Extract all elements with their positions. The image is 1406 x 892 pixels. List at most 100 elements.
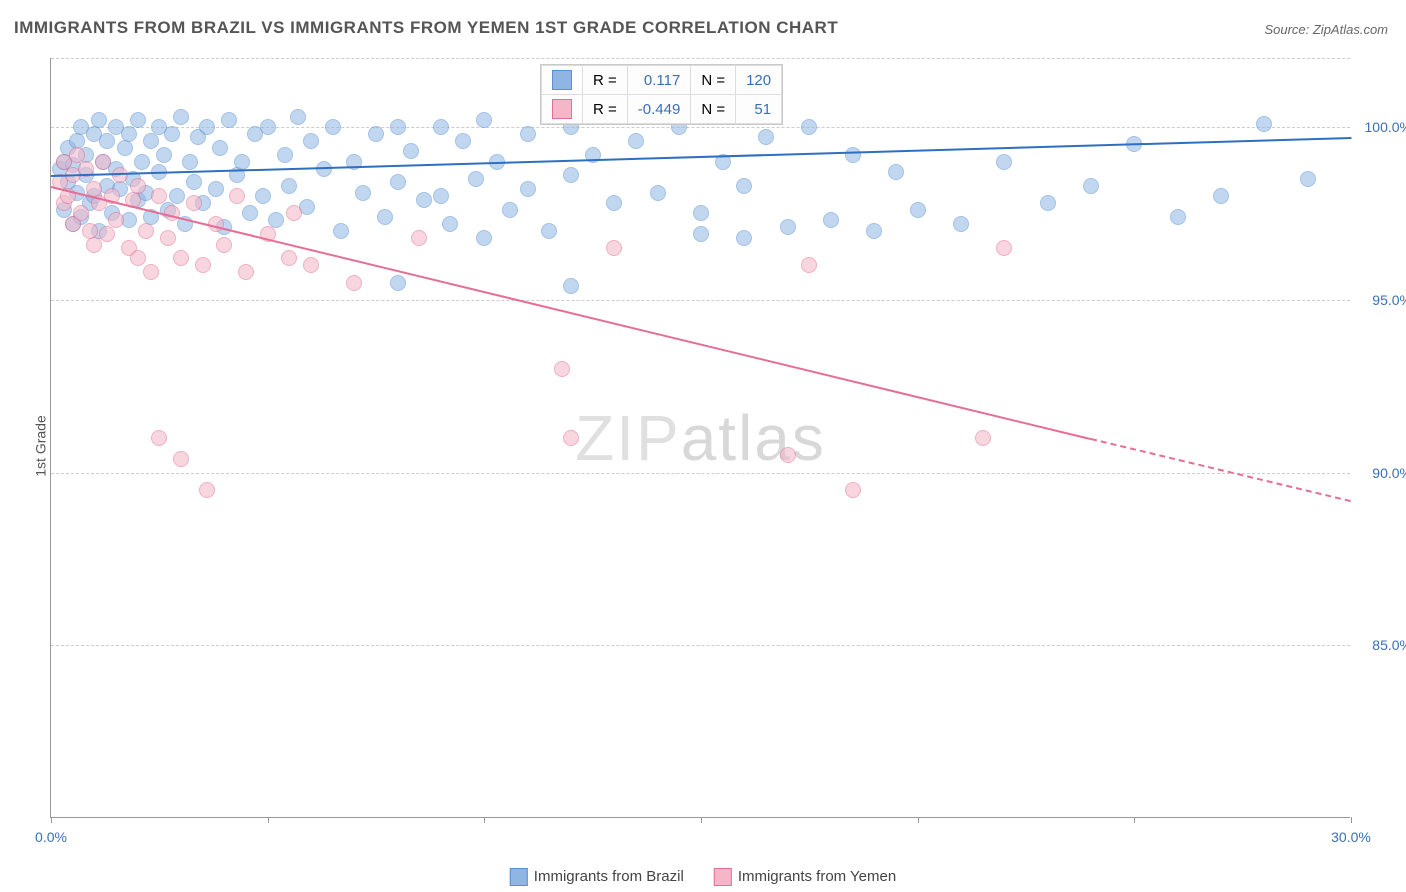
legend-n-label: N = xyxy=(691,95,736,124)
data-point xyxy=(186,174,202,190)
data-point xyxy=(1083,178,1099,194)
data-point xyxy=(541,223,557,239)
data-point xyxy=(277,147,293,163)
data-point xyxy=(845,482,861,498)
data-point xyxy=(238,264,254,280)
legend-stats-row: R =-0.449N =51 xyxy=(542,95,782,124)
data-point xyxy=(281,178,297,194)
data-point xyxy=(606,240,622,256)
xtick-label: 30.0% xyxy=(1331,829,1371,845)
data-point xyxy=(377,209,393,225)
data-point xyxy=(693,205,709,221)
data-point xyxy=(182,154,198,170)
ytick-label: 95.0% xyxy=(1372,292,1406,308)
data-point xyxy=(780,219,796,235)
data-point xyxy=(303,257,319,273)
data-point xyxy=(801,119,817,135)
data-point xyxy=(1170,209,1186,225)
data-point xyxy=(173,451,189,467)
legend-swatch xyxy=(510,868,528,886)
data-point xyxy=(563,167,579,183)
legend-r-label: R = xyxy=(583,95,628,124)
data-point xyxy=(563,430,579,446)
data-point xyxy=(173,109,189,125)
xtick xyxy=(1351,817,1352,823)
data-point xyxy=(138,223,154,239)
bottom-legend-label: Immigrants from Brazil xyxy=(534,868,684,885)
data-point xyxy=(628,133,644,149)
data-point xyxy=(286,205,302,221)
correlation-chart: IMMIGRANTS FROM BRAZIL VS IMMIGRANTS FRO… xyxy=(0,0,1406,892)
data-point xyxy=(390,275,406,291)
xtick xyxy=(51,817,52,823)
data-point xyxy=(442,216,458,232)
data-point xyxy=(476,230,492,246)
bottom-legend: Immigrants from Brazil Immigrants from Ye… xyxy=(510,868,896,886)
xtick xyxy=(484,817,485,823)
data-point xyxy=(650,185,666,201)
data-point xyxy=(554,361,570,377)
data-point xyxy=(160,230,176,246)
data-point xyxy=(255,188,271,204)
data-point xyxy=(208,181,224,197)
ytick-label: 100.0% xyxy=(1365,119,1406,135)
xtick xyxy=(918,817,919,823)
data-point xyxy=(520,181,536,197)
data-point xyxy=(1300,171,1316,187)
legend-n-value: 120 xyxy=(736,66,782,95)
data-point xyxy=(823,212,839,228)
data-point xyxy=(134,154,150,170)
data-point xyxy=(355,185,371,201)
xtick xyxy=(1134,817,1135,823)
data-point xyxy=(99,133,115,149)
data-point xyxy=(780,447,796,463)
data-point xyxy=(143,133,159,149)
data-point xyxy=(996,240,1012,256)
data-point xyxy=(333,223,349,239)
legend-n-value: 51 xyxy=(736,95,782,124)
data-point xyxy=(325,119,341,135)
data-point xyxy=(221,112,237,128)
data-point xyxy=(130,250,146,266)
data-point xyxy=(303,133,319,149)
data-point xyxy=(1040,195,1056,211)
data-point xyxy=(411,230,427,246)
data-point xyxy=(403,143,419,159)
data-point xyxy=(112,167,128,183)
legend-n-label: N = xyxy=(691,66,736,95)
data-point xyxy=(130,178,146,194)
data-point xyxy=(130,112,146,128)
data-point xyxy=(346,275,362,291)
legend-r-value: -0.449 xyxy=(627,95,691,124)
data-point xyxy=(693,226,709,242)
gridline-h xyxy=(51,58,1350,59)
chart-title: IMMIGRANTS FROM BRAZIL VS IMMIGRANTS FRO… xyxy=(14,18,838,38)
bottom-legend-item: Immigrants from Yemen xyxy=(714,868,896,886)
data-point xyxy=(502,202,518,218)
ytick-label: 90.0% xyxy=(1372,465,1406,481)
gridline-h xyxy=(51,645,1350,646)
data-point xyxy=(143,264,159,280)
legend-stats-box: R =0.117N =120R =-0.449N =51 xyxy=(540,64,783,125)
data-point xyxy=(95,154,111,170)
data-point xyxy=(888,164,904,180)
data-point xyxy=(390,174,406,190)
data-point xyxy=(1213,188,1229,204)
data-point xyxy=(996,154,1012,170)
y-axis-label: 1st Grade xyxy=(33,415,49,476)
data-point xyxy=(151,188,167,204)
trend-line xyxy=(51,186,1091,440)
bottom-legend-label: Immigrants from Yemen xyxy=(738,868,896,885)
data-point xyxy=(281,250,297,266)
xtick-label: 0.0% xyxy=(35,829,67,845)
data-point xyxy=(199,482,215,498)
data-point xyxy=(736,230,752,246)
data-point xyxy=(866,223,882,239)
data-point xyxy=(121,126,137,142)
data-point xyxy=(416,192,432,208)
data-point xyxy=(476,112,492,128)
xtick xyxy=(268,817,269,823)
data-point xyxy=(212,140,228,156)
data-point xyxy=(953,216,969,232)
legend-r-value: 0.117 xyxy=(627,66,691,95)
